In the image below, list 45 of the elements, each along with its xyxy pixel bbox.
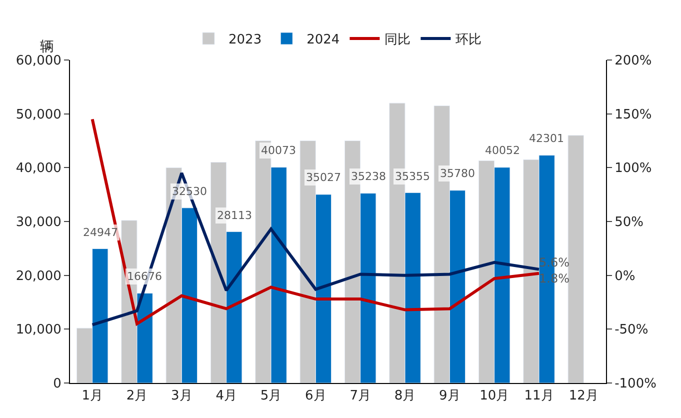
data-label: 35780 (440, 167, 475, 180)
y-tick-label: 60,000 (16, 54, 62, 69)
data-label: 40073 (261, 144, 296, 157)
legend-label: 2023 (228, 32, 262, 48)
data-label: 40052 (485, 144, 520, 157)
x-tick-label: 1月 (82, 388, 103, 404)
x-tick-label: 12月 (568, 388, 598, 404)
y2-tick-label: 200% (614, 54, 652, 69)
legend-label: 同比 (384, 32, 411, 48)
data-label: 32530 (172, 185, 207, 198)
y-tick-label: 30,000 (16, 215, 62, 230)
y2-tick-label: -50% (614, 322, 648, 338)
y-axis-title: 辆 (40, 39, 54, 55)
data-label: 16676 (127, 270, 162, 283)
x-tick-label: 10月 (480, 388, 510, 404)
y-tick-label: 20,000 (16, 268, 62, 284)
data-label: 35238 (351, 170, 386, 183)
x-tick-label: 6月 (305, 388, 326, 404)
data-label: 28113 (217, 209, 252, 222)
y2-tick-label: 150% (614, 107, 652, 122)
x-tick-label: 3月 (171, 388, 192, 404)
legend-label: 环比 (456, 32, 482, 48)
y-tick-label: 50,000 (16, 107, 62, 122)
bar (568, 135, 584, 383)
data-label: 42301 (529, 132, 564, 145)
y2-tick-label: -100% (614, 376, 656, 392)
y-tick-label: 0 (53, 376, 62, 392)
data-label: 5.6% (539, 255, 570, 270)
y2-tick-label: 50% (614, 215, 644, 230)
data-label: 1.8% (539, 271, 570, 286)
y-tick-label: 10,000 (16, 322, 62, 338)
y2-tick-label: 0% (614, 268, 636, 284)
x-tick-label: 4月 (216, 388, 237, 404)
x-tick-label: 8月 (394, 388, 416, 404)
y2-tick-label: 100% (614, 161, 652, 176)
x-tick-label: 5月 (260, 388, 282, 404)
x-tick-label: 7月 (350, 388, 371, 404)
legend-label: 2024 (306, 32, 340, 48)
x-tick-label: 2月 (126, 388, 148, 404)
data-label: 24947 (83, 226, 118, 239)
y-tick-label: 40,000 (16, 161, 62, 176)
x-tick-label: 9月 (439, 388, 460, 404)
x-tick-label: 11月 (524, 388, 554, 404)
data-label: 35027 (306, 171, 341, 184)
data-label: 35355 (395, 170, 430, 183)
